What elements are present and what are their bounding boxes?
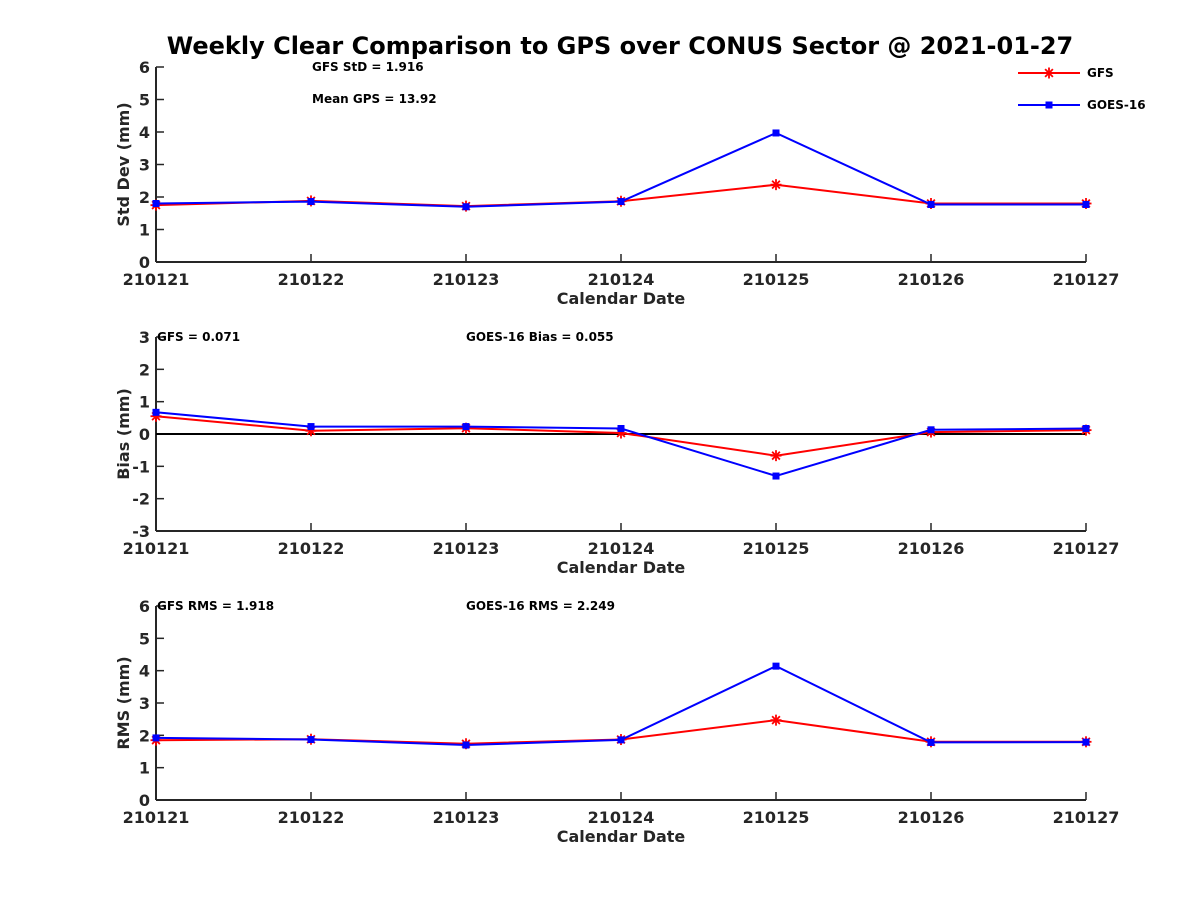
x-tick-label: 210124 xyxy=(588,539,655,558)
legend-label: GFS xyxy=(1087,66,1114,80)
x-tick-label: 210125 xyxy=(743,808,810,827)
data-point-goes-16 xyxy=(307,198,315,206)
x-tick-label: 210125 xyxy=(743,539,810,558)
x-tick-label: 210124 xyxy=(588,808,655,827)
data-point-goes-16 xyxy=(462,741,470,749)
y-tick-label: 1 xyxy=(139,393,150,412)
data-point-goes-16 xyxy=(307,423,315,431)
x-tick-label: 210127 xyxy=(1053,270,1120,289)
x-axis-label: Calendar Date xyxy=(557,289,686,308)
x-axis-label: Calendar Date xyxy=(557,558,686,577)
legend-entry-goes-16: GOES-16 xyxy=(1018,98,1146,112)
data-point-goes-16 xyxy=(772,129,780,137)
data-point-goes-16 xyxy=(617,198,625,206)
data-point-goes-16 xyxy=(617,736,625,744)
x-tick-label: 210122 xyxy=(278,808,345,827)
data-point-goes-16 xyxy=(1082,200,1090,208)
data-point-goes-16 xyxy=(152,200,160,207)
y-axis-label: RMS (mm) xyxy=(114,656,133,749)
y-tick-label: 0 xyxy=(139,253,150,272)
x-tick-label: 210126 xyxy=(898,270,965,289)
data-point-goes-16 xyxy=(462,203,470,211)
data-point-goes-16 xyxy=(617,425,625,433)
figure-title: Weekly Clear Comparison to GPS over CONU… xyxy=(167,32,1074,60)
y-tick-label: 1 xyxy=(139,759,150,778)
x-tick-label: 210126 xyxy=(898,539,965,558)
y-tick-label: 2 xyxy=(139,726,150,745)
legend-marker xyxy=(1043,67,1055,79)
x-tick-label: 210121 xyxy=(123,270,190,289)
data-point-goes-16 xyxy=(927,426,935,434)
y-tick-label: 5 xyxy=(139,91,150,110)
y-tick-label: 3 xyxy=(139,328,150,347)
y-tick-label: 2 xyxy=(139,360,150,379)
data-point-goes-16 xyxy=(1082,738,1090,746)
x-tick-label: 210125 xyxy=(743,270,810,289)
stat-annotation: GFS StD = 1.916 xyxy=(312,60,424,74)
x-tick-label: 210127 xyxy=(1053,808,1120,827)
data-point-goes-16 xyxy=(307,736,315,744)
legend-entry-gfs: GFS xyxy=(1018,66,1114,80)
chart-panel-3: 0 1 2 3 4 5 6 210121 210122 210123 210124 210125 210… xyxy=(114,597,1119,846)
stat-annotation: Mean GPS = 13.92 xyxy=(312,92,437,106)
data-point-goes-16 xyxy=(462,423,470,431)
stat-annotation: GOES-16 RMS = 2.249 xyxy=(466,599,615,613)
x-tick-label: 210121 xyxy=(123,539,190,558)
y-tick-label: 6 xyxy=(139,58,150,77)
x-tick-label: 210123 xyxy=(433,270,500,289)
y-tick-label: 5 xyxy=(139,629,150,648)
stat-annotation: GOES-16 Bias = 0.055 xyxy=(466,330,614,344)
x-tick-label: 210122 xyxy=(278,270,345,289)
y-tick-label: 0 xyxy=(139,791,150,810)
stat-annotation: GFS RMS = 1.918 xyxy=(157,599,274,613)
data-point-goes-16 xyxy=(927,200,935,208)
y-tick-label: -3 xyxy=(132,522,150,541)
x-tick-label: 210124 xyxy=(588,270,655,289)
data-point-goes-16 xyxy=(1082,425,1090,433)
y-tick-label: -1 xyxy=(132,457,150,476)
data-point-gfs xyxy=(770,714,782,726)
legend-marker xyxy=(1045,101,1053,109)
y-tick-label: 3 xyxy=(139,694,150,713)
legend: GFS GOES-16 xyxy=(1018,66,1146,112)
y-tick-label: 3 xyxy=(139,156,150,175)
y-tick-label: 0 xyxy=(139,425,150,444)
y-axis-label: Bias (mm) xyxy=(114,388,133,480)
y-tick-label: -2 xyxy=(132,490,150,509)
y-tick-label: 2 xyxy=(139,188,150,207)
x-axis-label: Calendar Date xyxy=(557,827,686,846)
stat-annotation: GFS = 0.071 xyxy=(157,330,240,344)
y-tick-label: 4 xyxy=(139,662,150,681)
x-tick-label: 210126 xyxy=(898,808,965,827)
y-tick-label: 4 xyxy=(139,123,150,142)
y-tick-label: 1 xyxy=(139,221,150,240)
data-point-goes-16 xyxy=(772,472,780,480)
data-point-gfs xyxy=(770,450,782,462)
chart-panel-2: -3 -2 -1 0 1 2 3 210121 210122 210123 210124 210125… xyxy=(114,328,1119,577)
x-tick-label: 210123 xyxy=(433,539,500,558)
data-point-goes-16 xyxy=(152,734,160,742)
x-tick-label: 210127 xyxy=(1053,539,1120,558)
x-tick-label: 210122 xyxy=(278,539,345,558)
legend-label: GOES-16 xyxy=(1087,98,1146,112)
data-point-goes-16 xyxy=(152,408,160,416)
x-tick-label: 210123 xyxy=(433,808,500,827)
chart-panel-1: 0 1 2 3 4 5 6 210121 210122 210123 210124 210125 210… xyxy=(114,58,1119,308)
x-tick-label: 210121 xyxy=(123,808,190,827)
data-point-gfs xyxy=(770,179,782,191)
data-point-goes-16 xyxy=(927,738,935,746)
y-tick-label: 6 xyxy=(139,597,150,616)
y-axis-label: Std Dev (mm) xyxy=(114,102,133,226)
data-point-goes-16 xyxy=(772,662,780,670)
